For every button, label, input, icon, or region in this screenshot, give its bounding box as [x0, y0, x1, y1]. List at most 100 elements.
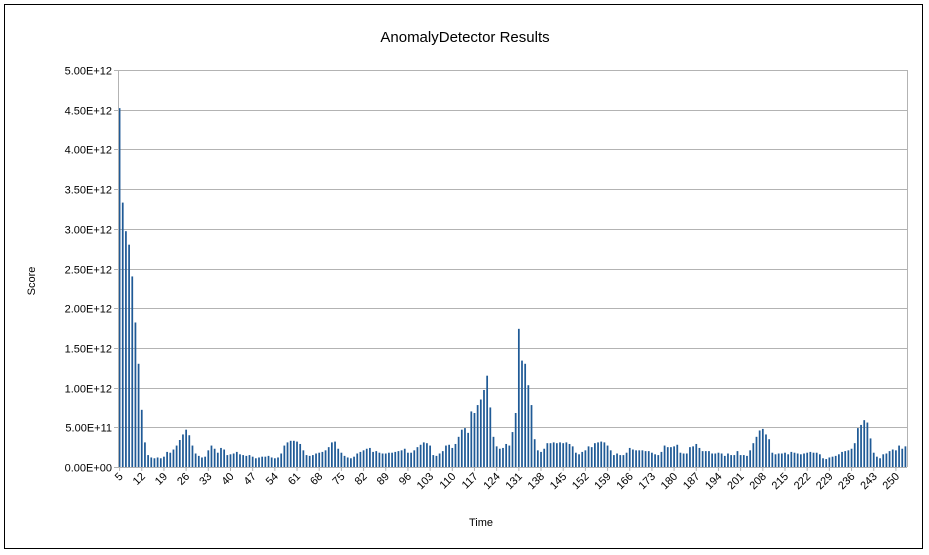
bar: [895, 450, 897, 467]
x-tick-label: 159: [592, 471, 613, 492]
x-tick-label: 131: [503, 471, 524, 492]
bar: [543, 448, 546, 467]
x-tick-label: 201: [725, 471, 746, 492]
bar: [483, 389, 485, 467]
bar: [603, 442, 606, 467]
bar: [613, 455, 615, 467]
bar: [460, 429, 463, 467]
bar: [860, 424, 862, 467]
bar: [229, 454, 232, 467]
x-tick-label: 26: [175, 471, 192, 488]
bar: [752, 443, 755, 467]
bar: [264, 456, 267, 467]
bar: [651, 452, 653, 467]
bar: [175, 445, 178, 467]
bar: [337, 448, 340, 467]
bar: [825, 459, 828, 467]
bar: [454, 443, 457, 467]
x-tick-label: 19: [153, 471, 170, 488]
bar: [670, 447, 672, 467]
bar: [226, 455, 229, 467]
bar: [787, 454, 790, 467]
bar: [679, 452, 682, 467]
bar: [622, 455, 625, 467]
bar: [334, 441, 336, 467]
bar: [413, 450, 416, 467]
bar: [555, 443, 558, 467]
x-tick-label: 12: [131, 471, 148, 488]
y-tick-label: 2.50E+12: [65, 265, 112, 277]
bar: [144, 442, 146, 467]
bar: [457, 436, 460, 467]
bar: [324, 450, 327, 467]
x-tick-label: 5: [113, 471, 126, 484]
bar: [426, 443, 428, 467]
bar: [489, 407, 492, 467]
bar: [765, 434, 767, 467]
x-tick-label: 208: [747, 471, 768, 492]
bar: [346, 457, 349, 467]
bar: [552, 442, 555, 467]
bar: [559, 442, 561, 467]
bar: [533, 439, 536, 467]
bar: [549, 443, 552, 467]
bar: [850, 448, 853, 467]
bar: [448, 444, 450, 467]
bar: [581, 451, 584, 467]
bar: [711, 453, 713, 467]
bar: [524, 363, 527, 467]
bar: [755, 436, 758, 467]
bar: [898, 445, 900, 467]
bar: [207, 450, 210, 467]
bar: [666, 447, 669, 467]
bar: [137, 363, 140, 467]
bar: [682, 453, 685, 467]
bar: [476, 405, 479, 467]
gridlines: [114, 70, 908, 468]
bar: [597, 442, 599, 467]
bar: [723, 455, 726, 467]
x-tick-label: 250: [881, 471, 902, 492]
bar: [739, 455, 742, 467]
y-axis-title: Score: [26, 267, 38, 296]
bar: [308, 455, 311, 467]
bar: [799, 454, 802, 467]
x-tick-label: 187: [681, 471, 702, 492]
bar: [153, 458, 156, 467]
x-tick-label: 103: [415, 471, 436, 492]
bar: [730, 455, 733, 467]
bar: [698, 447, 701, 467]
bar: [562, 443, 565, 467]
bar: [673, 446, 675, 467]
bar: [891, 449, 894, 467]
bar: [239, 454, 241, 467]
bar: [628, 447, 631, 467]
bar: [394, 451, 397, 467]
bar: [546, 443, 549, 467]
y-tick-label: 3.00E+12: [65, 225, 112, 237]
bar: [641, 450, 644, 467]
x-tick-label: 145: [548, 471, 569, 492]
bar: [717, 452, 720, 467]
x-tick-label: 236: [836, 471, 857, 492]
bar: [188, 435, 191, 467]
bar: [508, 445, 511, 467]
x-axis-title: Time: [469, 517, 493, 529]
bar: [847, 450, 850, 467]
y-tick-label: 5.00E+12: [65, 66, 112, 78]
bar: [761, 428, 764, 467]
bar: [502, 447, 504, 467]
bar: [657, 455, 660, 467]
bar: [568, 443, 571, 467]
bar: [340, 452, 343, 467]
bar: [831, 456, 834, 467]
bar: [632, 449, 634, 467]
bar: [701, 451, 704, 467]
bar: [273, 458, 276, 467]
bar: [498, 448, 501, 467]
bar: [147, 455, 149, 467]
y-axis-ticks: 0.00E+00 5.00E+11 1.00E+12 1.50E+12 2.00E+12…: [65, 66, 112, 475]
x-axis-ticks: 5 12 19 26 33 40 47 54 61 68 75 82 89 96 103 110 117 124 1…: [113, 471, 902, 492]
bar: [768, 439, 771, 467]
x-tick-label: 40: [219, 471, 236, 488]
